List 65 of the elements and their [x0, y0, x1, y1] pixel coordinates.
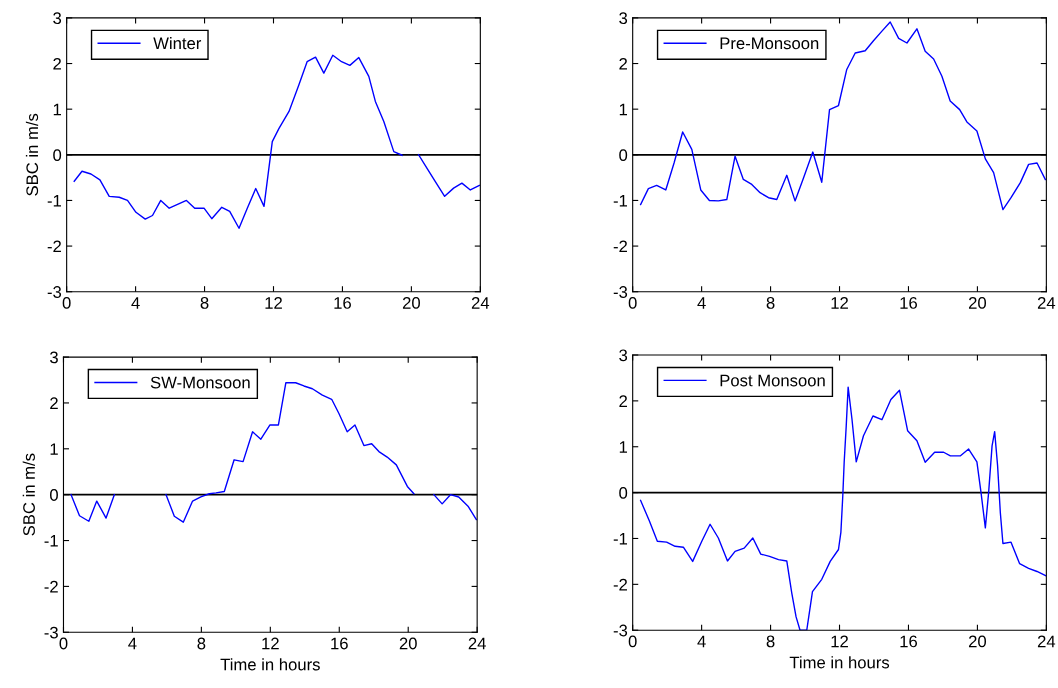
line-series [639, 21, 1047, 211]
y-tick-label: -3 [613, 624, 628, 637]
y-tick-label: -2 [44, 580, 58, 593]
y-tick-label: 3 [619, 12, 628, 25]
x-tick-label: 4 [697, 635, 706, 648]
x-tick-label: 24 [1037, 297, 1056, 309]
x-tick-label: 0 [62, 297, 71, 309]
y-tick-label: 1 [53, 103, 61, 116]
x-tick-label: 8 [766, 635, 775, 648]
x-tick-label: 12 [262, 637, 279, 650]
x-axis-title: Time in hours [789, 656, 890, 669]
y-tick-label: -3 [613, 286, 628, 298]
x-tick-label: 12 [831, 297, 848, 309]
x-tick-label: 4 [128, 637, 137, 650]
y-tick-label: 0 [53, 149, 62, 161]
y-axis-title: SBC in m/s [25, 113, 39, 196]
legend-label: Post Monsoon [720, 374, 825, 387]
y-tick-label: 1 [50, 443, 58, 455]
x-tick-label: 0 [628, 635, 637, 648]
x-tick-label: 16 [900, 635, 918, 648]
x-tick-label: 24 [471, 297, 490, 309]
y-tick-label: -1 [44, 535, 58, 547]
x-tick-label: 8 [766, 297, 775, 309]
y-tick-label: -3 [47, 286, 62, 298]
y-tick-label: -2 [47, 240, 61, 253]
x-tick-label: 8 [200, 297, 209, 309]
x-tick-label: 20 [968, 635, 987, 648]
y-axis-title: SBC in m/s [22, 453, 35, 536]
y-tick-label: 3 [619, 349, 628, 362]
x-tick-label: 8 [197, 637, 206, 650]
legend-label: Pre-Monsoon [720, 37, 819, 50]
y-tick-label: -1 [613, 195, 628, 207]
legend-label: Winter [153, 37, 202, 50]
y-tick-label: 0 [619, 487, 628, 499]
y-tick-label: 1 [619, 441, 628, 453]
y-tick-label: 2 [53, 57, 61, 70]
y-tick-label: 1 [619, 103, 628, 116]
x-tick-label: 16 [900, 297, 918, 309]
x-tick-label: 16 [331, 637, 348, 650]
x-tick-label: 24 [468, 637, 486, 650]
x-axis-title: Time in hours [220, 658, 320, 671]
x-tick-label: 20 [968, 297, 987, 309]
y-tick-label: 2 [50, 397, 58, 409]
x-tick-label: 24 [1037, 635, 1056, 648]
y-tick-label: 3 [53, 12, 62, 25]
y-tick-label: -3 [44, 626, 58, 639]
y-tick-label: -1 [613, 533, 628, 545]
x-tick-label: 20 [402, 297, 420, 309]
x-tick-label: 0 [628, 297, 637, 309]
x-tick-label: 16 [334, 297, 351, 309]
x-tick-label: 4 [697, 297, 706, 309]
legend-label: SW-Monsoon [150, 376, 250, 389]
y-tick-label: 0 [50, 489, 58, 501]
y-tick-label: -1 [47, 195, 61, 207]
line-series [639, 386, 1047, 631]
x-tick-label: 4 [131, 297, 140, 309]
y-tick-label: 2 [619, 395, 627, 407]
x-tick-label: 12 [265, 297, 282, 309]
y-tick-label: 2 [619, 57, 627, 70]
y-tick-label: 3 [49, 351, 58, 364]
y-tick-label: -2 [613, 240, 627, 253]
x-tick-label: 12 [831, 635, 848, 648]
y-tick-label: 0 [619, 149, 628, 161]
y-tick-label: -2 [613, 578, 627, 591]
x-tick-label: 20 [399, 637, 417, 650]
